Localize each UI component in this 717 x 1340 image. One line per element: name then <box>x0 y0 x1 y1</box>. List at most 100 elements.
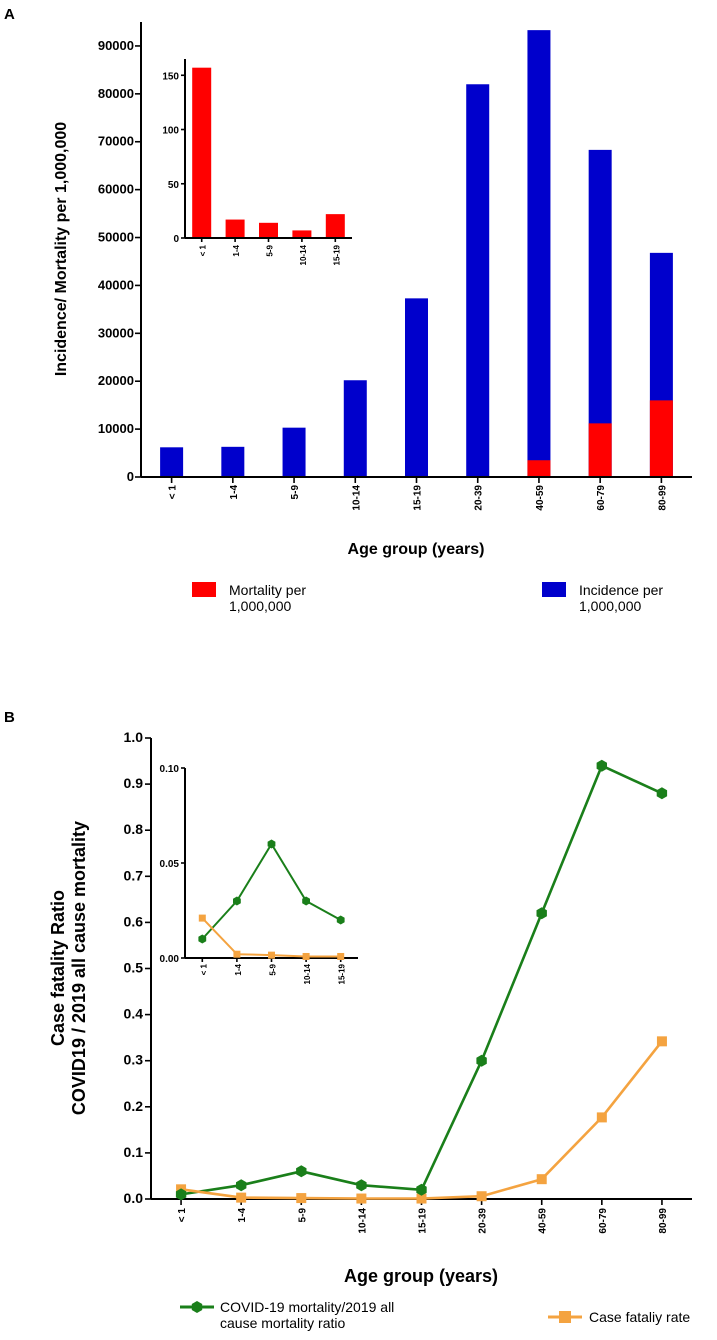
panel-b-inset-x-tick-label: 10-14 <box>303 963 312 984</box>
panel-b-point-case-fatality <box>356 1193 367 1204</box>
panel-b-point-covid-ratio <box>175 1188 187 1201</box>
panel-a-bar-incidence <box>588 149 612 477</box>
legend-case-fatality-marker <box>559 1311 571 1323</box>
legend-covid-ratio-label-line1: COVID-19 mortality/2019 all <box>220 1299 394 1315</box>
panel-b-point-covid-ratio <box>296 1165 307 1178</box>
panel-a-y-axis-title: Incidence/ Mortality per 1,000,000 <box>53 122 70 376</box>
panel-b-inset-line-case-fatality <box>201 917 341 958</box>
panel-b-x-tick-label: 10-14 <box>357 1208 368 1234</box>
panel-b-point-covid-ratio <box>596 759 607 772</box>
panel-b-x-tick-label: 20-39 <box>478 1208 489 1234</box>
panel-b-x-tick-label: 60-79 <box>598 1208 609 1234</box>
panel-a-bar-incidence <box>343 380 367 477</box>
panel-b-y-tick-label: 0.7 <box>124 867 144 883</box>
panel-b-point-case-fatality <box>236 1192 247 1203</box>
panel-b-inset-point-case-fatality <box>268 951 275 959</box>
panel-a-inset-x-tick-label: 15-19 <box>332 244 341 265</box>
legend-mortality-label-line1: Mortality per <box>229 582 306 598</box>
panel-a: A 0 10000 20000 30000 40000 50000 60000 70000 80… <box>4 6 692 614</box>
panel-a-bar-incidence <box>160 447 184 477</box>
panel-a-y-tick-label: 50000 <box>98 230 134 245</box>
panel-b-y-tick-label: 0.1 <box>124 1144 144 1160</box>
panel-a-legend: Mortality per 1,000,000 Incidence per 1,… <box>192 582 663 614</box>
panel-a-bar-incidence <box>466 84 490 478</box>
legend-covid-ratio-label-line2: cause mortality ratio <box>220 1315 345 1331</box>
panel-a-inset-x-tick-label: < 1 <box>199 244 208 256</box>
panel-b-point-covid-ratio <box>236 1179 247 1192</box>
legend-incidence-label-line1: Incidence per <box>579 582 663 598</box>
panel-b-point-case-fatality <box>596 1112 607 1123</box>
panel-b-point-case-fatality <box>656 1036 667 1047</box>
legend-mortality-label-line2: 1,000,000 <box>229 598 291 614</box>
panel-a-x-tick-label: 80-99 <box>657 485 668 511</box>
panel-b-x-tick-label: 40-59 <box>538 1208 549 1234</box>
panel-b-x-tick-label: < 1 <box>177 1208 188 1223</box>
panel-a-bar-incidence <box>221 446 245 477</box>
panel-a-bar-mortality <box>527 460 551 477</box>
panel-a-bar-mortality <box>588 423 612 477</box>
panel-a-inset-x-tick-label: 1-4 <box>232 244 241 256</box>
panel-b-line-case-fatality <box>180 1040 663 1200</box>
panel-a-inset: 0 50 100 150 < 1 1-4 5-9 10-14 15-19 <box>162 59 352 265</box>
panel-a-inset-y-tick-label: 150 <box>162 71 179 82</box>
panel-a-y-tick-label: 70000 <box>98 134 134 149</box>
panel-a-x-tick-label: 40-59 <box>535 485 546 511</box>
panel-a-x-tick-label: 15-19 <box>413 485 424 511</box>
panel-a-bar-incidence <box>405 298 428 477</box>
panel-a-x-tick-label: 10-14 <box>351 485 362 511</box>
panel-a-inset-y-tick-label: 100 <box>162 126 179 137</box>
panel-a-y-tick-label: 60000 <box>98 182 134 197</box>
panel-a-x-axis-title: Age group (years) <box>348 541 485 558</box>
panel-b-point-covid-ratio <box>416 1183 427 1196</box>
legend-incidence-label-line2: 1,000,000 <box>579 598 641 614</box>
panel-b-inset-y-tick-label: 0.10 <box>160 764 180 775</box>
panel-a-inset-bar-mortality <box>225 219 245 238</box>
panel-b-inset-x-tick-label: 15-19 <box>338 963 347 984</box>
panel-a-y-tick-label: 30000 <box>98 325 134 340</box>
panel-a-inset-bar-mortality <box>259 222 278 238</box>
panel-b-x-tick-label: 1-4 <box>237 1208 248 1223</box>
panel-b-letter: B <box>4 709 15 726</box>
panel-b-y-tick-label: 0.8 <box>124 821 144 837</box>
panel-b-point-case-fatality <box>416 1193 427 1204</box>
panel-a-y-tick-label: 10000 <box>98 421 134 436</box>
panel-a-inset-bar-mortality <box>292 230 312 238</box>
panel-a-bar-incidence <box>527 30 551 478</box>
panel-b-point-covid-ratio <box>476 1054 487 1067</box>
panel-b-inset-point-covid-ratio <box>267 839 276 849</box>
panel-b-x-tick-label: 5-9 <box>297 1208 308 1223</box>
panel-a-inset-bar-mortality <box>325 214 345 238</box>
panel-b-plot-area: 0.0 0.1 0.2 0.3 0.4 0.5 0.6 0.7 0.8 0.9 1.0 < 1 1-4 5… <box>124 729 692 1234</box>
legend-incidence-swatch <box>542 582 566 597</box>
panel-b-inset-point-case-fatality <box>337 952 345 960</box>
panel-b-point-covid-ratio <box>356 1179 367 1192</box>
panel-b: B 0.0 0.1 0.2 0.3 0.4 0.5 0.6 0.7 0.8 0.9 1.0 < 1 1-… <box>4 709 692 1331</box>
panel-b-inset-point-case-fatality <box>302 952 310 960</box>
panel-a-inset-x-tick-label: 10-14 <box>299 244 308 265</box>
panel-b-y-tick-label: 0.6 <box>124 913 144 929</box>
panel-b-inset-point-covid-ratio <box>302 896 310 906</box>
panel-b-x-tick-label: 80-99 <box>658 1208 669 1234</box>
panel-b-inset-point-covid-ratio <box>198 934 207 944</box>
panel-a-y-tick-label: 40000 <box>98 277 134 292</box>
legend-covid-ratio-marker <box>191 1301 203 1313</box>
panel-b-x-axis-title: Age group (years) <box>344 1266 498 1286</box>
panel-b-inset-y-tick-label: 0.00 <box>160 954 180 965</box>
panel-a-y-tick-label: 20000 <box>98 373 134 388</box>
panel-b-point-case-fatality <box>536 1174 547 1185</box>
panel-b-y-tick-label: 1.0 <box>124 729 144 745</box>
panel-a-inset-bar-mortality <box>192 67 212 238</box>
panel-b-inset-x-tick-label: 5-9 <box>269 963 278 975</box>
panel-b-inset-y-tick-label: 0.05 <box>160 859 180 870</box>
panel-a-x-tick-label: 5-9 <box>290 485 301 500</box>
panel-b-legend: COVID-19 mortality/2019 all cause mortal… <box>180 1299 690 1331</box>
panel-a-y-tick-label: 90000 <box>98 38 134 53</box>
panel-a-y-tick-label: 0 <box>127 469 134 484</box>
panel-b-inset: 0.00 0.05 0.10 < 1 1-4 5-9 10-14 15-19 <box>160 764 358 984</box>
panel-b-inset-x-tick-label: < 1 <box>199 963 208 975</box>
panel-b-y-axis-title-line2: COVID19 / 2019 all cause mortality <box>69 821 89 1115</box>
panel-b-y-tick-label: 0.3 <box>124 1052 144 1068</box>
panel-b-inset-x-tick-label: 1-4 <box>234 963 243 975</box>
panel-b-inset-point-case-fatality <box>233 950 241 958</box>
